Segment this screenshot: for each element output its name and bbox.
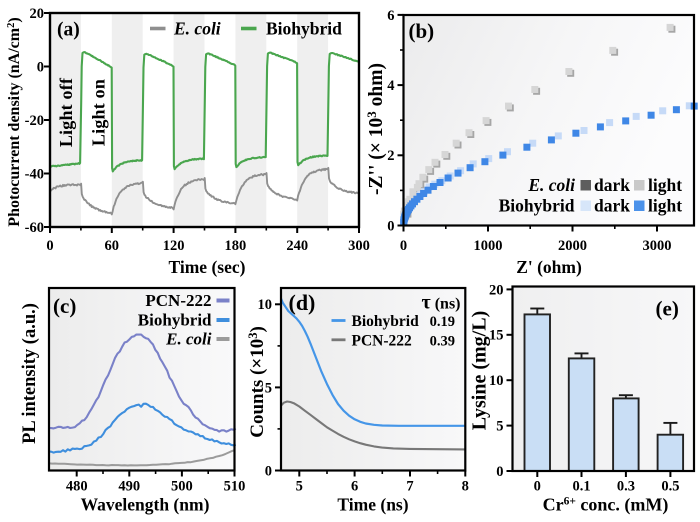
svg-text:Biohybrid: Biohybrid — [266, 19, 342, 39]
svg-text:Biohybrid: Biohybrid — [499, 196, 575, 216]
svg-text:240: 240 — [286, 238, 308, 254]
svg-text:τ (ns): τ (ns) — [422, 292, 461, 314]
svg-text:2: 2 — [387, 148, 394, 164]
svg-text:20: 20 — [30, 6, 45, 22]
svg-text:-40: -40 — [25, 166, 44, 182]
svg-text:8: 8 — [462, 479, 469, 495]
svg-text:E. coli: E. coli — [165, 330, 212, 349]
svg-text:0.39: 0.39 — [430, 334, 455, 350]
svg-text:Biohybrid: Biohybrid — [138, 311, 212, 330]
svg-text:Biohybrid: Biohybrid — [352, 313, 420, 330]
svg-text:7: 7 — [406, 479, 413, 495]
svg-text:(e): (e) — [656, 297, 679, 321]
svg-text:Cr6+ conc. (mM): Cr6+ conc. (mM) — [543, 495, 669, 516]
svg-text:5: 5 — [296, 479, 303, 495]
svg-text:Lysine (mg/L): Lysine (mg/L) — [469, 311, 491, 430]
svg-text:dark: dark — [594, 175, 630, 195]
svg-text:(c): (c) — [53, 294, 76, 318]
svg-text:0: 0 — [496, 464, 503, 480]
svg-text:0: 0 — [265, 463, 272, 479]
svg-text:Time (ns): Time (ns) — [337, 495, 408, 515]
svg-text:-60: -60 — [25, 220, 44, 236]
svg-text:6: 6 — [351, 479, 358, 495]
svg-text:Z' (ohm): Z' (ohm) — [516, 257, 582, 277]
svg-text:0.1: 0.1 — [572, 479, 590, 495]
svg-text:0.5: 0.5 — [661, 479, 679, 495]
svg-text:Photocurrent density (nA/cm2): Photocurrent density (nA/cm2) — [6, 17, 23, 226]
svg-text:4: 4 — [387, 78, 394, 94]
svg-text:120: 120 — [163, 238, 185, 254]
svg-text:0: 0 — [400, 238, 407, 254]
svg-text:10: 10 — [489, 373, 504, 389]
svg-text:3000: 3000 — [643, 238, 672, 254]
svg-text:20: 20 — [489, 282, 504, 298]
svg-text:dark: dark — [594, 196, 630, 216]
svg-text:Counts (×103): Counts (×103) — [246, 326, 268, 438]
svg-text:PCN-222: PCN-222 — [145, 291, 211, 310]
svg-text:300: 300 — [348, 238, 370, 254]
svg-text:(a): (a) — [57, 20, 80, 41]
svg-text:light: light — [648, 196, 682, 216]
svg-text:6: 6 — [387, 8, 394, 24]
svg-text:E. coli: E. coli — [173, 19, 221, 39]
svg-text:0: 0 — [387, 218, 394, 234]
svg-text:500: 500 — [171, 479, 193, 495]
svg-text:480: 480 — [66, 479, 88, 495]
svg-text:Light off: Light off — [56, 77, 76, 147]
svg-text:0: 0 — [46, 238, 53, 254]
svg-text:(d): (d) — [289, 290, 316, 315]
svg-text:60: 60 — [105, 238, 120, 254]
svg-text:-Z'' (× 103 ohm): -Z'' (× 103 ohm) — [364, 63, 387, 195]
svg-text:5: 5 — [496, 419, 503, 435]
svg-text:15: 15 — [489, 328, 504, 344]
svg-text:-20: -20 — [25, 113, 44, 129]
svg-text:(b): (b) — [409, 19, 435, 43]
svg-text:0: 0 — [37, 59, 44, 75]
svg-text:490: 490 — [118, 479, 140, 495]
svg-text:Time (sec): Time (sec) — [169, 257, 246, 277]
svg-text:0: 0 — [534, 479, 541, 495]
svg-text:0.3: 0.3 — [617, 479, 635, 495]
svg-text:2000: 2000 — [558, 238, 587, 254]
svg-text:E. coli: E. coli — [527, 175, 575, 195]
svg-text:PL intensity (a.u.): PL intensity (a.u.) — [20, 303, 40, 444]
svg-text:510: 510 — [224, 479, 246, 495]
svg-text:5: 5 — [265, 380, 272, 396]
svg-text:light: light — [648, 175, 682, 195]
svg-text:0.19: 0.19 — [430, 314, 455, 330]
svg-text:1000: 1000 — [474, 238, 503, 254]
svg-text:PCN-222: PCN-222 — [352, 333, 413, 350]
svg-text:10: 10 — [258, 297, 273, 313]
svg-text:Light on: Light on — [89, 79, 109, 146]
svg-text:180: 180 — [225, 238, 247, 254]
svg-text:Wavelength (nm): Wavelength (nm) — [81, 495, 210, 515]
